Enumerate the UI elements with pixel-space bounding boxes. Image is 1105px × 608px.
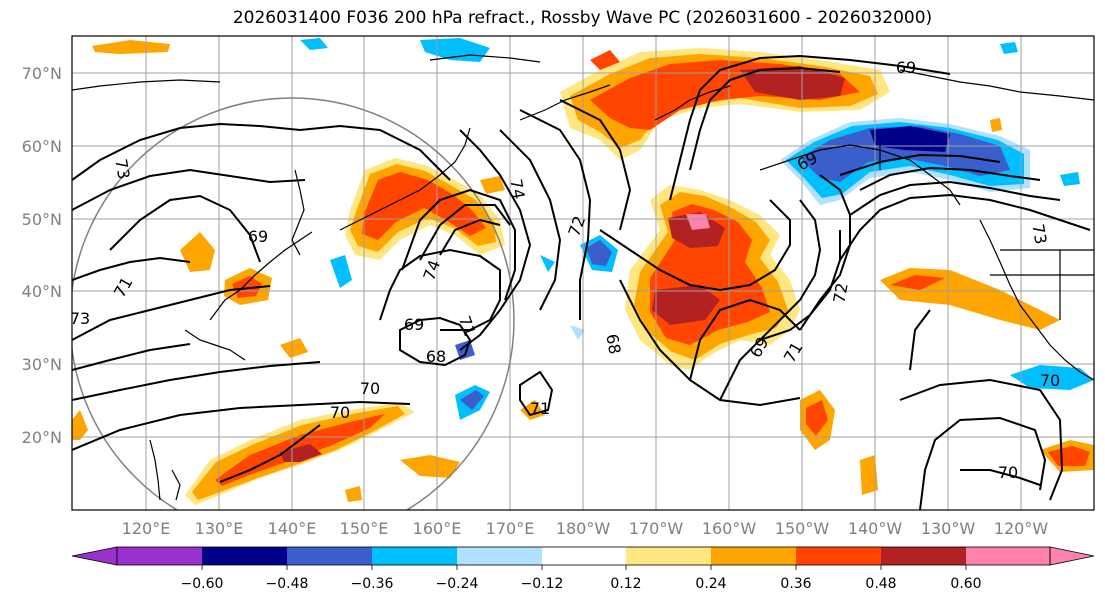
- lon-label: 120°E: [122, 519, 171, 538]
- colorbar: −0.60 −0.48 −0.36 −0.24 −0.12 0.12 0.24 …: [71, 546, 1095, 592]
- colorbar-extend-low: [71, 546, 118, 566]
- contour-label: 69: [404, 315, 424, 334]
- lon-label: 140°W: [848, 519, 903, 538]
- contour-label: 68: [426, 347, 446, 366]
- contour-label: 73: [111, 157, 133, 180]
- contour-label: 68: [602, 332, 624, 355]
- lat-label-20n: 20°N: [22, 428, 62, 447]
- contour-label: 70: [360, 379, 380, 398]
- contour-label: 74: [506, 177, 528, 200]
- colorbar-tick: −0.48: [266, 576, 309, 592]
- colorbar-tick: −0.24: [436, 576, 479, 592]
- lon-label: 170°E: [486, 519, 535, 538]
- map-title: 2026031400 F036 200 hPa refract., Rossby…: [232, 8, 933, 28]
- colorbar-tick: −0.12: [521, 576, 564, 592]
- lon-label: 130°E: [195, 519, 244, 538]
- lon-label: 150°W: [775, 519, 830, 538]
- contour-label: 69: [896, 58, 916, 77]
- lat-label-60n: 60°N: [22, 137, 62, 156]
- lon-label: 140°E: [268, 519, 317, 538]
- lat-label-30n: 30°N: [22, 355, 62, 374]
- colorbar-tick: −0.60: [181, 576, 224, 592]
- lon-label: 160°E: [413, 519, 462, 538]
- graticule: [72, 36, 1094, 510]
- lon-label: 120°W: [994, 519, 1049, 538]
- coastlines: [72, 54, 1094, 501]
- lat-label-40n: 40°N: [22, 282, 62, 301]
- colorbar-tick: 0.12: [610, 576, 641, 592]
- contour-label: 72: [829, 281, 851, 304]
- contour-lines: [72, 54, 1091, 510]
- colorbar-tick: 0.36: [780, 576, 811, 592]
- lon-label: 180°W: [556, 519, 611, 538]
- positive-anomalies: [72, 40, 1094, 505]
- lon-label: 160°W: [702, 519, 757, 538]
- contour-label: 69: [248, 227, 268, 246]
- anomaly-field: 69 73 74 69 72 74 73 69 68 72 70 71 69 6…: [70, 36, 1094, 510]
- longitude-labels: 120°E 130°E 140°E 150°E 160°E 170°E 180°…: [122, 519, 1049, 538]
- lat-label-50n: 50°N: [22, 210, 62, 229]
- contour-label: 70: [998, 463, 1018, 482]
- contour-label: 73: [1028, 222, 1050, 245]
- contour-label: 71: [530, 399, 550, 418]
- contour-label: 70: [1040, 371, 1060, 390]
- colorbar-tick: 0.24: [695, 576, 726, 592]
- colorbar-tick: −0.36: [351, 576, 394, 592]
- lon-label: 170°W: [629, 519, 684, 538]
- colorbar-tick: 0.60: [950, 576, 981, 592]
- latitude-labels: 70°N 60°N 50°N 40°N 30°N 20°N: [22, 64, 62, 447]
- contour-label: 70: [330, 403, 350, 422]
- lon-label: 130°W: [921, 519, 976, 538]
- contour-label: 73: [70, 309, 90, 328]
- map-frame: [71, 35, 1095, 511]
- colorbar-tick: 0.48: [865, 576, 896, 592]
- lat-label-70n: 70°N: [22, 64, 62, 83]
- lon-label: 150°E: [340, 519, 389, 538]
- reference-circle: [72, 97, 515, 510]
- colorbar-extend-high: [1049, 546, 1095, 566]
